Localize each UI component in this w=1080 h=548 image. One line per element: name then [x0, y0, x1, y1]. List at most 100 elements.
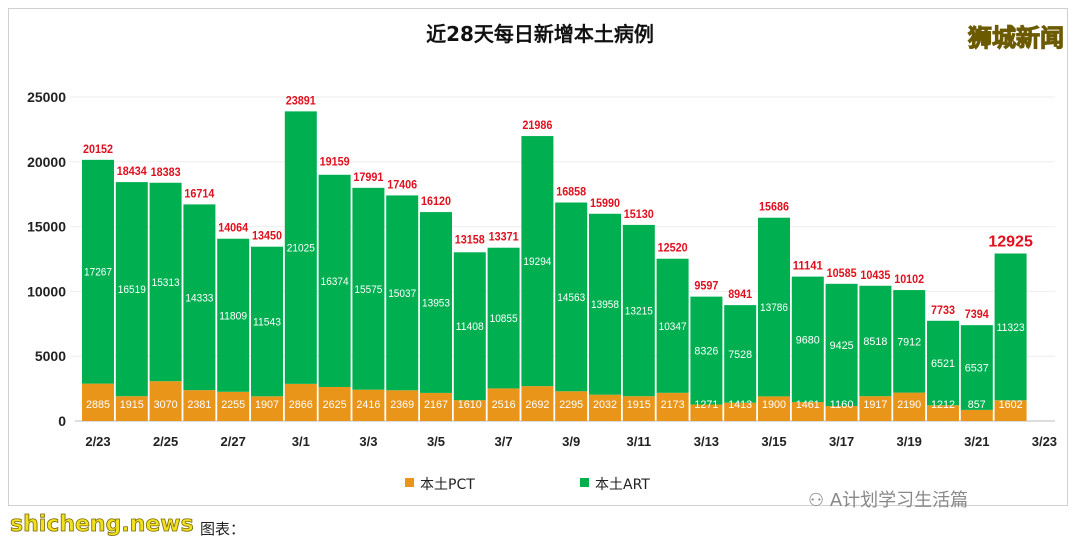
y-tick-label: 5000 — [35, 348, 66, 364]
bar-pct-3/10 — [589, 394, 621, 421]
bar-pct-3/6 — [453, 400, 486, 421]
bar-pct-2/24 — [115, 396, 148, 421]
data-label-total: 14064 — [218, 221, 248, 235]
bar-pct-3/13 — [690, 404, 723, 421]
bar-art-3/21 — [960, 325, 993, 410]
legend-label: 本土ART — [595, 477, 650, 493]
data-label-art: 15313 — [152, 277, 180, 289]
x-tick-label: 3/15 — [761, 434, 786, 449]
data-label-art: 6521 — [931, 358, 955, 370]
bar-pct-3/9 — [555, 391, 588, 421]
bar-art-3/3 — [352, 187, 385, 390]
data-label-pct: 2866 — [289, 399, 313, 411]
site-watermark: shicheng.news — [10, 512, 195, 538]
data-label-pct: 2255 — [221, 399, 245, 411]
data-label-pct: 2625 — [323, 399, 347, 411]
bar-art-2/24 — [115, 182, 148, 397]
bar-art-3/13 — [690, 296, 723, 405]
x-tick-label: 3/5 — [427, 434, 445, 449]
bar-pct-3/5 — [420, 392, 452, 421]
data-label-pct: 2167 — [424, 399, 448, 411]
data-label-total: 13371 — [489, 230, 519, 244]
x-tick-label: 3/11 — [627, 434, 652, 449]
data-label-pct: 2692 — [525, 399, 549, 411]
data-label-art: 10347 — [659, 321, 687, 333]
data-label-pct: 1413 — [728, 399, 752, 411]
legend-swatch — [405, 478, 414, 487]
bar-pct-3/22 — [994, 400, 1027, 421]
data-label-pct: 2173 — [661, 399, 685, 411]
bar-art-3/17 — [825, 283, 858, 406]
data-label-art: 19294 — [523, 256, 551, 268]
data-label-pct: 1602 — [999, 399, 1023, 411]
data-label-pct: 2190 — [897, 399, 921, 411]
chart-title: 近28天每日新增本土病例 — [426, 22, 654, 46]
data-label-total: 12520 — [658, 241, 688, 255]
data-label-pct: 1610 — [458, 399, 482, 411]
data-label-art: 13786 — [760, 302, 788, 314]
data-label-art: 15575 — [354, 284, 382, 296]
y-tick-label: 15000 — [27, 219, 66, 235]
data-label-art: 8518 — [863, 336, 887, 348]
legend-swatch — [580, 478, 589, 487]
data-label-art: 15037 — [388, 288, 416, 300]
x-tick-label: 3/21 — [964, 434, 989, 449]
data-label-pct: 2381 — [187, 399, 211, 411]
data-label-pct: 2369 — [390, 399, 414, 411]
bar-pct-3/7 — [487, 388, 520, 421]
x-tick-label: 3/13 — [694, 434, 719, 449]
data-label-pct: 1915 — [627, 399, 651, 411]
data-label-total: 17406 — [387, 177, 417, 191]
data-label-total: 23891 — [286, 93, 316, 107]
wechat-account-name: A计划学习生活篇 — [829, 490, 969, 511]
data-label-total: 15686 — [759, 200, 789, 214]
bar-art-3/15 — [758, 217, 790, 397]
bar-pct-3/3 — [352, 389, 385, 421]
bar-art-2/25 — [149, 182, 182, 382]
data-label-art: 16519 — [118, 284, 146, 296]
data-label-art: 6537 — [965, 363, 989, 375]
data-label-total: 8941 — [728, 287, 752, 301]
bar-pct-3/1 — [284, 383, 317, 421]
data-label-pct: 1907 — [255, 399, 279, 411]
data-label-total: 17991 — [353, 170, 383, 184]
bar-art-2/28 — [251, 246, 283, 397]
data-label-total: 16714 — [184, 186, 214, 200]
data-label-art: 14333 — [185, 292, 213, 304]
x-tick-label: 3/7 — [495, 434, 513, 449]
x-tick-label: 2/27 — [221, 434, 246, 449]
data-label-pct: 3070 — [154, 399, 178, 411]
data-label-pct: 2295 — [559, 399, 583, 411]
data-label-total: 20152 — [83, 142, 113, 156]
data-label-pct: 1461 — [796, 399, 820, 411]
data-label-total: 16858 — [556, 185, 586, 199]
wechat-account: ⚇ A计划学习生活篇 — [808, 486, 968, 512]
bar-pct-3/17 — [825, 405, 858, 421]
data-label-total: 10435 — [860, 268, 890, 282]
data-label-art: 7912 — [897, 336, 921, 348]
data-label-total: 18383 — [151, 165, 181, 179]
legend-label: 本土PCT — [420, 477, 475, 493]
watermark-logo: 狮城新闻 — [968, 24, 1065, 53]
data-label-art: 17267 — [84, 267, 112, 279]
wechat-icon: ⚇ — [808, 490, 830, 511]
bar-art-2/27 — [217, 238, 250, 392]
bar-pct-3/20 — [927, 405, 959, 421]
data-label-pct: 2885 — [86, 399, 110, 411]
bar-art-3/11 — [622, 224, 655, 397]
data-label-pct: 1915 — [120, 399, 144, 411]
data-label-pct: 2416 — [356, 399, 380, 411]
bar-art-2/23 — [82, 159, 114, 384]
bar-pct-3/12 — [656, 392, 689, 421]
data-label-total: 19159 — [320, 155, 350, 169]
data-label-art: 9680 — [796, 334, 820, 346]
bar-art-3/4 — [386, 195, 419, 391]
x-tick-label: 3/19 — [897, 434, 922, 449]
x-tick-label: 3/9 — [562, 434, 580, 449]
x-tick-label: 3/17 — [829, 434, 854, 449]
x-tick-label: 2/23 — [85, 434, 110, 449]
data-label-total: 10585 — [827, 266, 857, 280]
data-label-pct: 1917 — [863, 399, 887, 411]
data-label-pct: 1900 — [762, 399, 786, 411]
